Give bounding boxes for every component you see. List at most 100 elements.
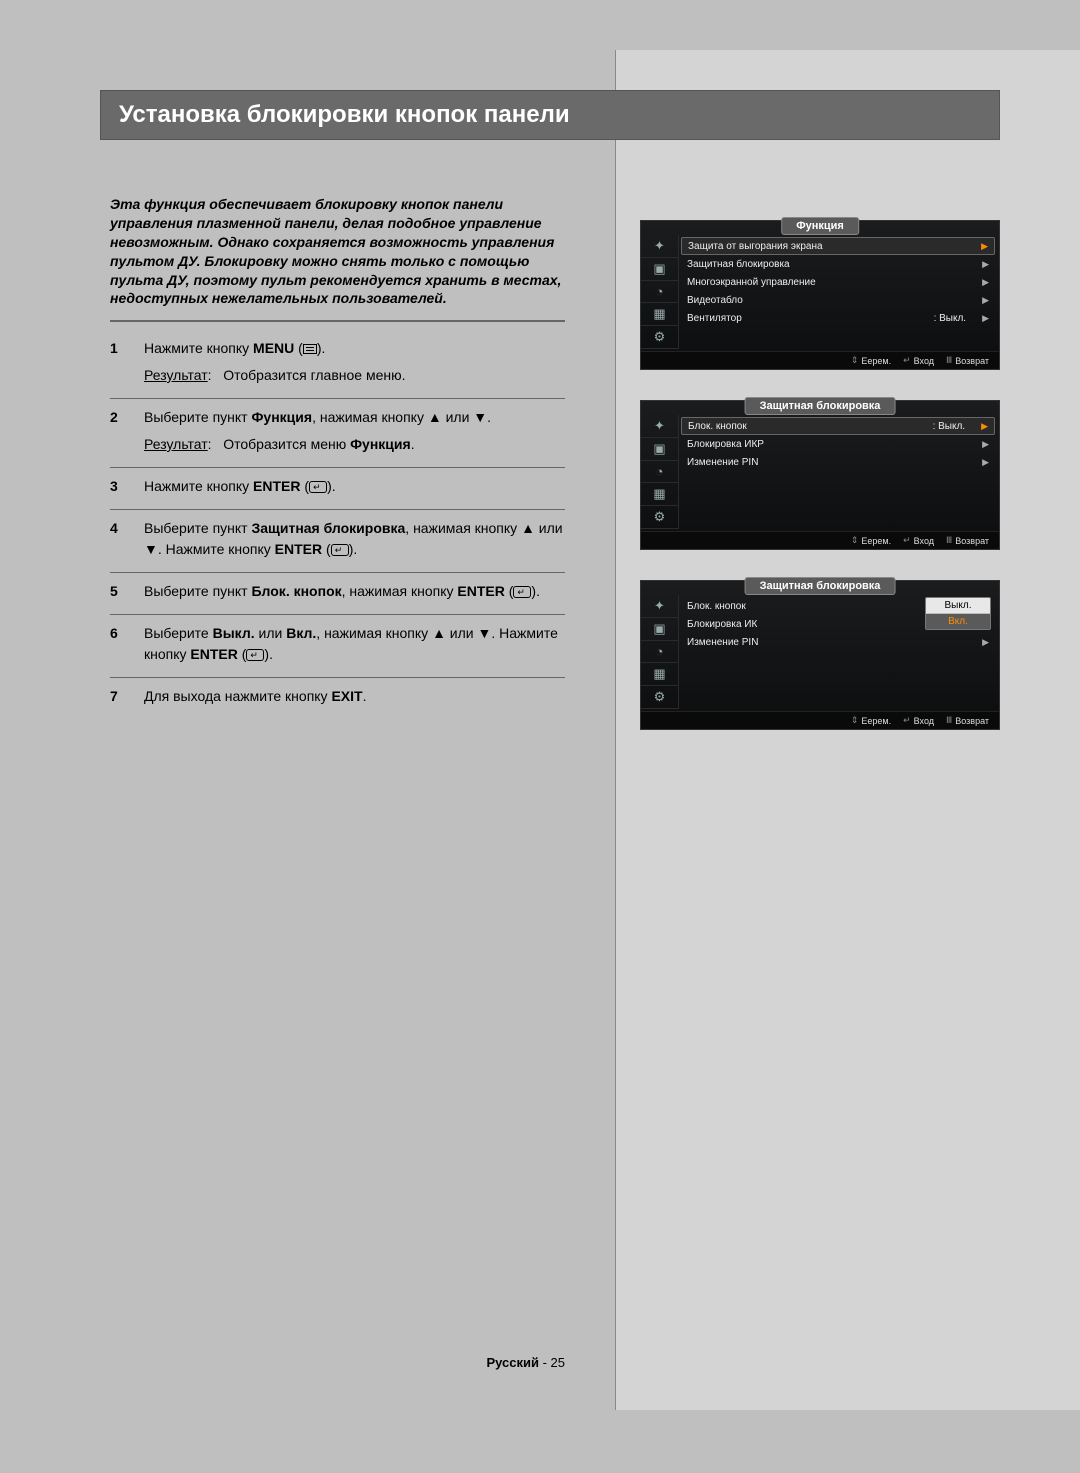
- osd-row-value: : Выкл.: [933, 421, 966, 432]
- enter-word: ENTER: [190, 646, 237, 662]
- hint-return: ⅢВозврат: [946, 535, 989, 546]
- hint-return: ⅢВозврат: [946, 715, 989, 726]
- osd-tab-icon: ▦: [641, 303, 679, 326]
- hint-text: Возврат: [955, 716, 989, 726]
- osd-tab-icon: ✦: [641, 235, 679, 258]
- osd-row-label: Защита от выгорания экрана: [688, 241, 823, 252]
- osd-sidebar: ✦ ▣ ◔ ▦ ⚙: [641, 415, 679, 529]
- text: .: [411, 436, 415, 452]
- hint-text: Возврат: [955, 356, 989, 366]
- osd-row-label: Блокировка ИКР: [687, 439, 764, 450]
- step-1: 1 Нажмите кнопку MENU (). Результат: Ото…: [110, 330, 565, 399]
- text: (: [301, 478, 310, 494]
- osd-tab-icon: ▦: [641, 483, 679, 506]
- step-number: 6: [110, 623, 144, 665]
- hint-text: Вход: [914, 536, 934, 546]
- step-body: Выберите пункт Защитная блокировка, нажи…: [144, 518, 565, 560]
- osd-tab-icon: ▣: [641, 618, 679, 641]
- enter-icon: ↵: [903, 715, 911, 726]
- return-icon: Ⅲ: [946, 715, 952, 726]
- text: , нажимая кнопку: [312, 409, 428, 425]
- osd-tab-icon: ◔: [641, 281, 679, 304]
- hint-return: ⅢВозврат: [946, 355, 989, 366]
- osd-tab-icon: ▣: [641, 438, 679, 461]
- osd-footer: ⇕Eерем. ↵Вход ⅢВозврат: [641, 711, 999, 729]
- osd-footer: ⇕Eерем. ↵Вход ⅢВозврат: [641, 531, 999, 549]
- bold: Выкл.: [213, 625, 255, 641]
- text: ).: [531, 583, 540, 599]
- osd-title: Функция: [781, 217, 859, 235]
- step-body: Для выхода нажмите кнопку EXIT.: [144, 686, 565, 707]
- text: ).: [317, 340, 326, 356]
- osd-tab-icon: ✦: [641, 595, 679, 618]
- chevron-right-icon: ▶: [982, 295, 989, 306]
- hint-move: ⇕Eерем.: [851, 715, 891, 726]
- osd-row: Изменение PIN▶: [681, 453, 995, 471]
- result-label: Результат: [144, 367, 208, 383]
- updown-icon: ⇕: [851, 535, 859, 546]
- step-number: 5: [110, 581, 144, 602]
- text: Выберите пункт: [144, 520, 251, 536]
- chevron-right-icon: ▶: [982, 637, 989, 648]
- osd-tab-icon: ▦: [641, 663, 679, 686]
- enter-icon: [246, 649, 264, 661]
- bold: Вкл.: [286, 625, 316, 641]
- osd-footer: ⇕Eерем. ↵Вход ⅢВозврат: [641, 351, 999, 369]
- step-4: 4 Выберите пункт Защитная блокировка, на…: [110, 510, 565, 573]
- result-line: Результат: Отобразится меню Функция.: [144, 434, 565, 455]
- text: Отобразится меню: [223, 436, 350, 452]
- text: (: [238, 646, 247, 662]
- hint-text: Возврат: [955, 536, 989, 546]
- text: Для выхода нажмите кнопку: [144, 688, 331, 704]
- osd-row-label: Блокировка ИК: [687, 619, 757, 630]
- step-3: 3 Нажмите кнопку ENTER ().: [110, 468, 565, 510]
- step-2: 2 Выберите пункт Функция, нажимая кнопку…: [110, 399, 565, 468]
- hint-enter: ↵Вход: [903, 535, 934, 546]
- footer-sep: -: [539, 1355, 551, 1370]
- text: ).: [349, 541, 358, 557]
- enter-icon: ↵: [903, 535, 911, 546]
- osd-title: Защитная блокировка: [745, 397, 896, 415]
- step-5: 5 Выберите пункт Блок. кнопок, нажимая к…: [110, 573, 565, 615]
- hint-move: ⇕Eерем.: [851, 355, 891, 366]
- down-arrow-icon: [478, 625, 492, 641]
- text: или: [446, 625, 478, 641]
- page-footer: Русский - 25: [110, 1355, 565, 1370]
- bold: Функция: [350, 436, 411, 452]
- manual-page: Установка блокировки кнопок панели Эта ф…: [50, 50, 1030, 1410]
- enter-icon: ↵: [903, 355, 911, 366]
- text: .: [487, 409, 491, 425]
- text: или: [255, 625, 287, 641]
- chevron-right-icon: ▶: [982, 457, 989, 468]
- osd-row-label: Вентилятор: [687, 313, 742, 324]
- osd-screen-lock: Защитная блокировка ✦ ▣ ◔ ▦ ⚙ Блок. кноп…: [640, 400, 1000, 550]
- step-7: 7 Для выхода нажмите кнопку EXIT.: [110, 678, 565, 719]
- steps-list: 1 Нажмите кнопку MENU (). Результат: Ото…: [110, 330, 565, 719]
- dropdown-option-off: Выкл.: [926, 598, 990, 614]
- osd-sidebar: ✦ ▣ ◔ ▦ ⚙: [641, 595, 679, 709]
- osd-row: Многоэкранной управление▶: [681, 273, 995, 291]
- osd-row-label: Видеотабло: [687, 295, 743, 306]
- osd-row: Защита от выгорания экрана▶: [681, 237, 995, 255]
- osd-row-label: Защитная блокировка: [687, 259, 790, 270]
- osd-sidebar: ✦ ▣ ◔ ▦ ⚙: [641, 235, 679, 349]
- updown-icon: ⇕: [851, 355, 859, 366]
- enter-word: ENTER: [253, 478, 300, 494]
- bold: Блок. кнопок: [251, 583, 341, 599]
- return-icon: Ⅲ: [946, 535, 952, 546]
- hint-text: Вход: [914, 716, 934, 726]
- text: , нажимая кнопку: [405, 520, 521, 536]
- osd-tab-icon: ◔: [641, 641, 679, 664]
- text: Выберите пункт: [144, 409, 251, 425]
- down-arrow-icon: [144, 541, 158, 557]
- text: , нажимая кнопку: [316, 625, 432, 641]
- chevron-right-icon: ▶: [982, 259, 989, 270]
- text: .: [363, 688, 367, 704]
- osd-tab-icon: ⚙: [641, 326, 679, 349]
- intro-text: Эта функция обеспечивает блокировку кноп…: [110, 195, 565, 308]
- page-title: Установка блокировки кнопок панели: [100, 90, 1000, 140]
- enter-word: ENTER: [457, 583, 504, 599]
- step-body: Нажмите кнопку ENTER ().: [144, 476, 565, 497]
- text: Нажмите кнопку: [144, 340, 253, 356]
- osd-row: Блок. кнопок: Выкл.▶: [681, 417, 995, 435]
